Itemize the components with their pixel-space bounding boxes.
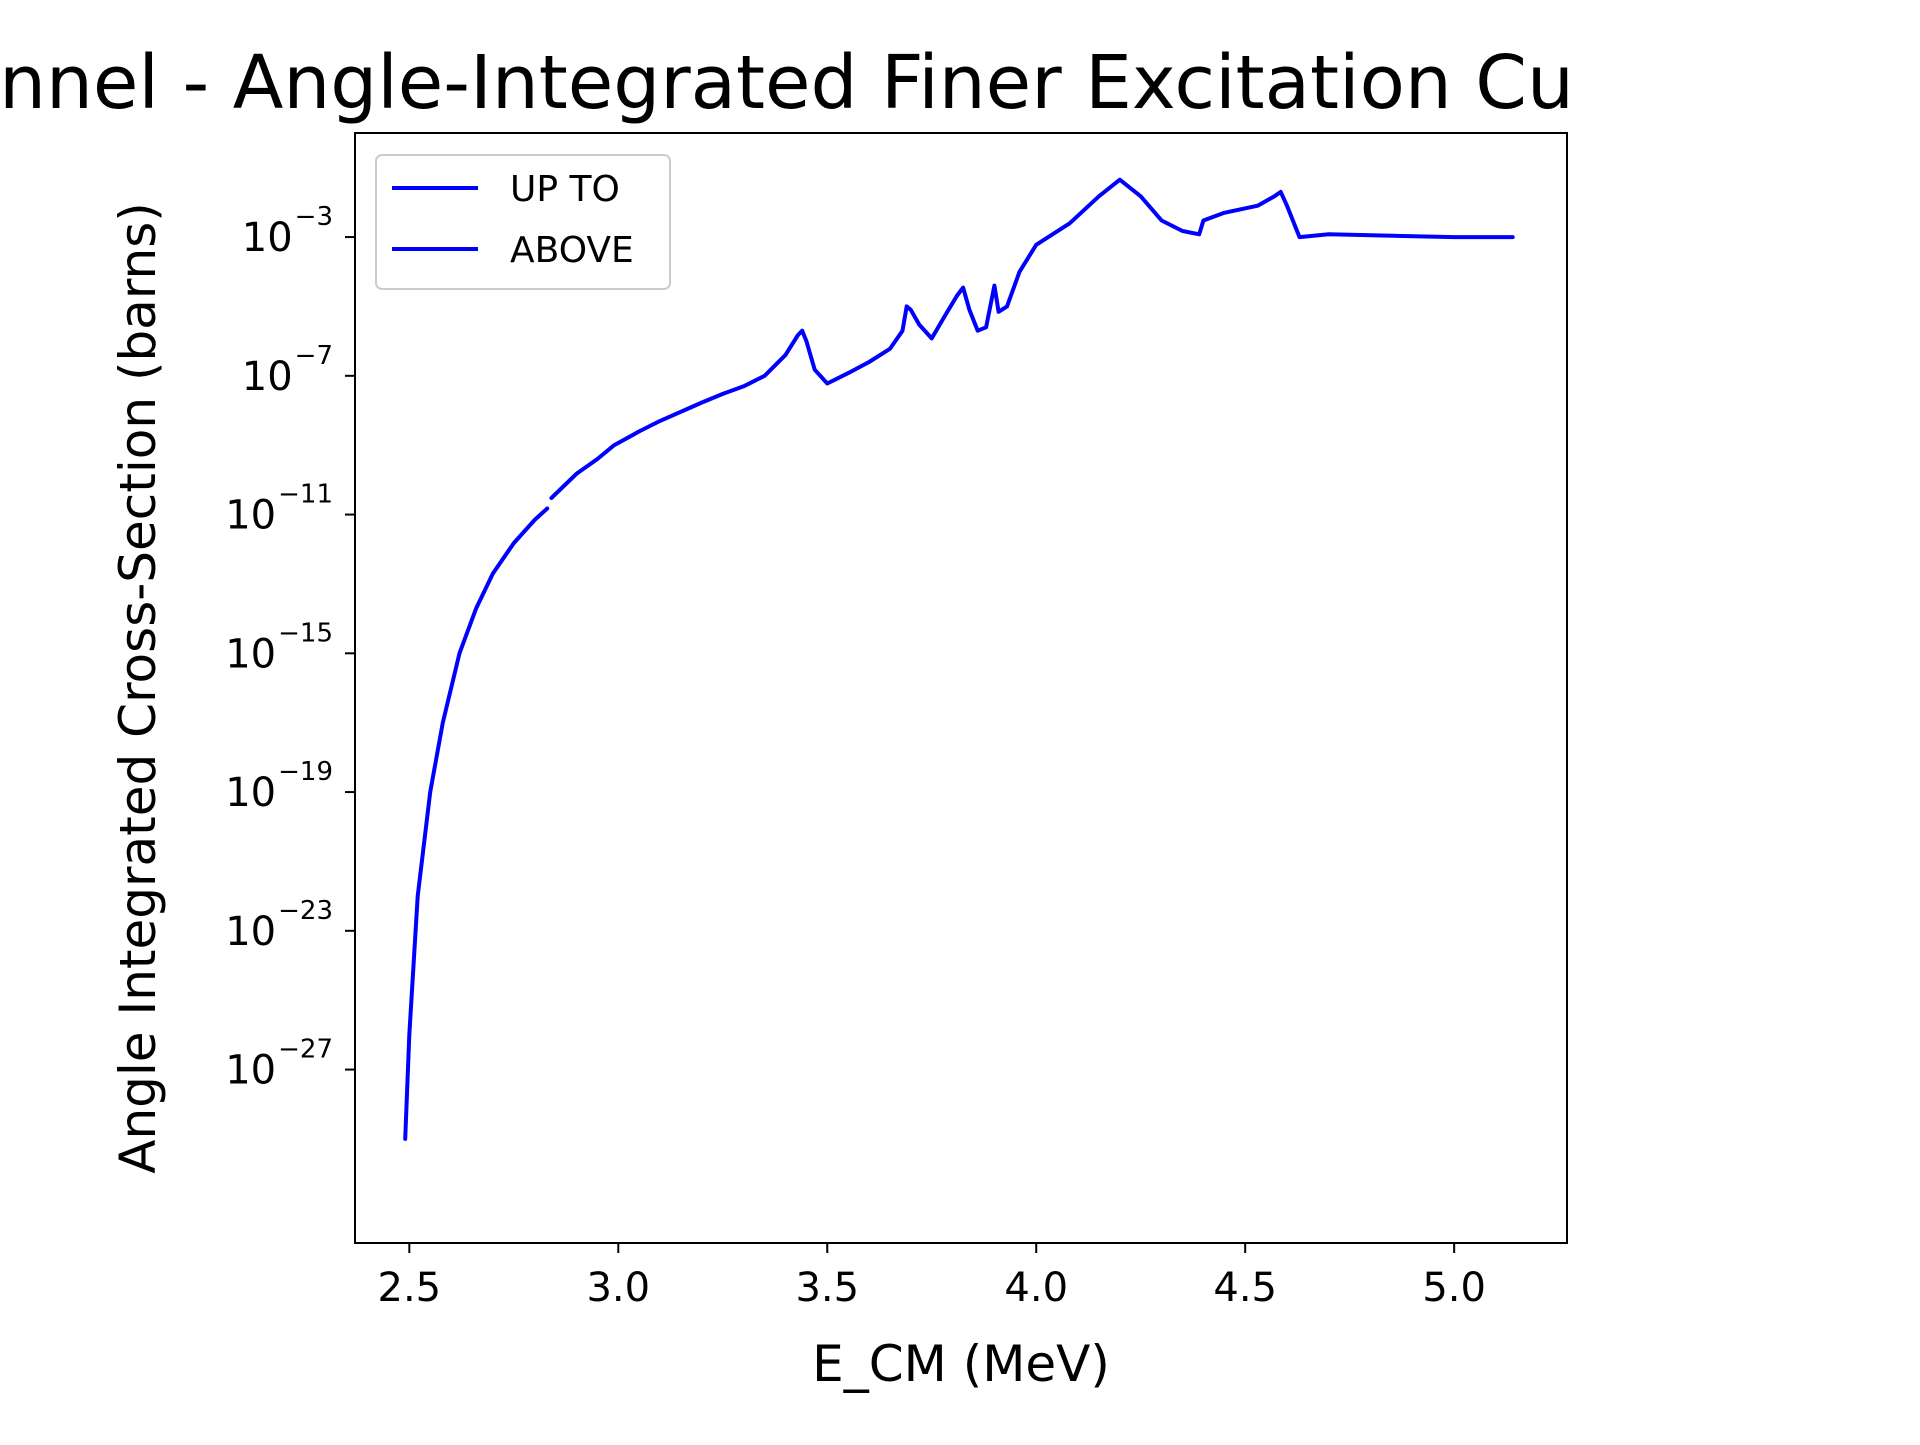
x-tick-label: 4.0: [1004, 1265, 1068, 1311]
chart-title: channel - Angle-Integrated Finer Excitat…: [0, 40, 1574, 126]
series-line-up-to: [403, 506, 550, 1141]
y-axis-label: Angle Integrated Cross-Section (barns): [109, 202, 167, 1173]
x-tick-label: 4.5: [1213, 1265, 1277, 1311]
series-line-above: [549, 177, 1515, 500]
y-tick-exponent: −11: [278, 480, 333, 510]
y-tick-exponent: −23: [278, 896, 333, 926]
y-tick-base: 10: [225, 909, 276, 955]
y-tick-base: 10: [225, 631, 276, 677]
y-tick-exponent: −3: [295, 202, 333, 232]
y-tick-base: 10: [242, 354, 293, 400]
x-axis-ticks: 2.5 3.0 3.5 4.0 4.5 5.0: [378, 1243, 1486, 1311]
x-tick-label: 2.5: [378, 1265, 442, 1311]
y-tick-exponent: −27: [278, 1035, 333, 1065]
legend: UP TO ABOVE: [375, 154, 671, 290]
y-tick-exponent: −7: [295, 341, 333, 371]
y-tick-label: −710: [242, 341, 333, 400]
legend-label-up-to: UP TO: [510, 169, 620, 210]
plot-area: [354, 132, 1568, 1244]
y-tick-base: 10: [242, 215, 293, 261]
x-axis-label: E_CM (MeV): [812, 1335, 1110, 1393]
legend-label-above: ABOVE: [510, 230, 634, 271]
y-tick-exponent: −15: [278, 618, 333, 648]
series-layer: [403, 177, 1515, 1141]
y-tick-base: 10: [225, 493, 276, 539]
x-tick-label: 5.0: [1422, 1265, 1486, 1311]
y-tick-label: −310: [242, 202, 333, 261]
x-tick-label: 3.0: [586, 1265, 650, 1311]
y-tick-base: 10: [225, 1048, 276, 1094]
y-tick-exponent: −19: [278, 757, 333, 787]
y-tick-base: 10: [225, 770, 276, 816]
x-tick-label: 3.5: [795, 1265, 859, 1311]
